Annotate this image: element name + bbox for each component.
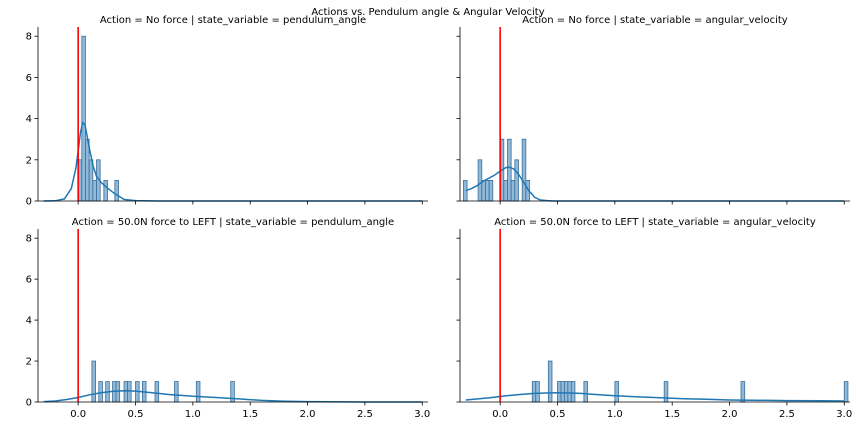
x-tick-label: 1.5 <box>242 409 258 420</box>
histogram-bar <box>514 159 519 202</box>
kde-curve <box>43 121 423 202</box>
facet-panel-4: Action = 50.0N force to LEFT | state_var… <box>456 217 852 420</box>
x-tick-label: 1.0 <box>185 409 201 420</box>
x-tick-label: 3.0 <box>836 409 852 420</box>
histogram-bar <box>570 381 576 403</box>
facet-title: Action = No force | state_variable = ang… <box>522 15 787 26</box>
y-tick-label: 4 <box>26 114 32 125</box>
x-tick-label: 0.5 <box>128 409 144 420</box>
y-tick-label: 6 <box>26 73 32 84</box>
x-tick-label: 2.0 <box>300 409 316 420</box>
x-tick-label: 0.0 <box>492 409 508 420</box>
kde-curve <box>43 389 423 403</box>
histogram-bar <box>98 381 103 403</box>
y-tick-label: 6 <box>26 275 32 286</box>
x-tick-label: 1.5 <box>664 409 680 420</box>
facet-panel-2: Action = No force | state_variable = ang… <box>456 15 850 205</box>
y-tick-label: 4 <box>26 316 32 327</box>
histogram-bar <box>488 180 494 202</box>
x-tick-label: 0.5 <box>550 409 566 420</box>
y-tick-label: 0 <box>26 398 32 409</box>
histogram-bar <box>481 180 486 202</box>
histogram-bar <box>127 381 132 403</box>
histogram-bar <box>663 381 669 403</box>
x-tick-label: 0.0 <box>70 409 86 420</box>
y-tick-label: 8 <box>26 32 32 43</box>
facet-panel-1: Action = No force | state_variable = pen… <box>26 15 428 208</box>
histogram-bar <box>91 360 96 403</box>
histogram-bar <box>85 138 90 202</box>
histogram-bar <box>740 381 746 403</box>
histogram-bar <box>92 180 97 202</box>
y-tick-label: 2 <box>26 155 32 166</box>
x-tick-label: 2.5 <box>357 409 373 420</box>
facet-title: Action = 50.0N force to LEFT | state_var… <box>494 217 816 228</box>
x-tick-label: 1.0 <box>607 409 623 420</box>
histogram-bar <box>583 381 588 403</box>
y-tick-label: 0 <box>26 197 32 208</box>
histogram-bar <box>510 180 516 202</box>
histogram-bar <box>195 381 201 403</box>
histogram-bar <box>521 138 527 202</box>
histogram-bar <box>503 180 508 202</box>
histogram-bar <box>88 159 94 202</box>
histogram-bar <box>174 381 179 403</box>
figure-title: Actions vs. Pendulum angle & Angular Vel… <box>311 7 544 18</box>
histogram-bar <box>614 381 619 403</box>
y-tick-label: 2 <box>26 357 32 368</box>
kde-curve <box>465 166 845 202</box>
x-tick-label: 2.5 <box>779 409 795 420</box>
x-tick-label: 3.0 <box>414 409 430 420</box>
kde-curve <box>465 392 845 402</box>
histogram-bar <box>547 360 553 403</box>
facet-title: Action = No force | state_variable = pen… <box>100 15 366 26</box>
histogram-bar <box>507 138 512 202</box>
histogram-bar <box>843 381 849 403</box>
histogram-bar <box>477 159 483 202</box>
histogram-bar <box>81 35 86 202</box>
x-tick-label: 2.0 <box>722 409 738 420</box>
histogram-bar <box>103 180 108 202</box>
facet-panel-3: Action = 50.0N force to LEFT | state_var… <box>26 217 431 420</box>
histogram-bar <box>485 180 490 202</box>
histogram-bar <box>154 381 160 403</box>
facet-title: Action = 50.0N force to LEFT | state_var… <box>72 217 394 228</box>
histogram-bar <box>535 381 540 403</box>
y-tick-label: 8 <box>26 234 32 245</box>
histogram-bar <box>114 180 119 202</box>
